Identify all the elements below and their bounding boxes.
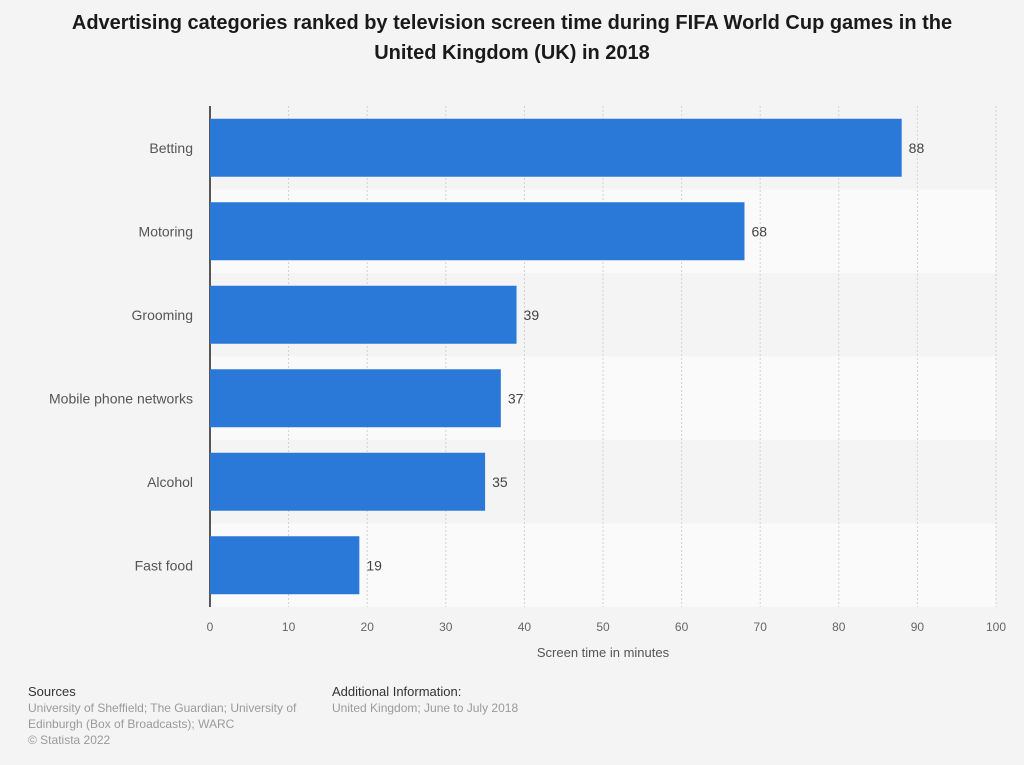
x-tick-label: 50 xyxy=(596,620,610,634)
x-tick-label: 60 xyxy=(675,620,689,634)
category-label: Grooming xyxy=(132,307,193,323)
data-label: 19 xyxy=(366,557,382,573)
sources-heading: Sources xyxy=(28,684,76,699)
bar[interactable] xyxy=(210,452,486,511)
bar[interactable] xyxy=(210,536,360,595)
category-label: Alcohol xyxy=(147,474,193,490)
bar-chart: 0 10 20 30 40 50 60 70 80 90 100 Betting 88 Motoring 6… xyxy=(49,106,1006,660)
additional-info-heading: Additional Information: xyxy=(332,684,462,699)
labels: 0 10 20 30 40 50 60 70 80 90 100 Betting 88 Motoring 6… xyxy=(49,140,1006,660)
x-tick-label: 20 xyxy=(361,620,375,634)
additional-info-block: Additional Information: United Kingdom; … xyxy=(332,684,592,716)
x-tick-label: 10 xyxy=(282,620,296,634)
x-tick-label: 90 xyxy=(911,620,925,634)
bars xyxy=(210,118,902,595)
bar[interactable] xyxy=(210,202,745,261)
sources-block: Sources University of Sheffield; The Gua… xyxy=(28,684,328,748)
additional-info-text: United Kingdom; June to July 2018 xyxy=(332,701,519,715)
x-tick-label: 70 xyxy=(754,620,768,634)
data-label: 39 xyxy=(524,307,540,323)
bar[interactable] xyxy=(210,369,501,428)
category-label: Mobile phone networks xyxy=(49,390,193,406)
bar[interactable] xyxy=(210,285,517,344)
gridlines xyxy=(209,106,997,607)
category-label: Betting xyxy=(149,140,193,156)
category-label: Fast food xyxy=(135,557,193,573)
category-label: Motoring xyxy=(139,223,193,239)
x-axis-title: Screen time in minutes xyxy=(537,645,670,660)
data-label: 88 xyxy=(909,140,925,156)
x-tick-label: 100 xyxy=(986,620,1006,634)
data-label: 35 xyxy=(492,474,508,490)
copyright: © Statista 2022 xyxy=(28,733,111,747)
data-label: 68 xyxy=(751,223,767,239)
x-tick-label: 30 xyxy=(439,620,453,634)
x-tick-label: 80 xyxy=(832,620,846,634)
bar[interactable] xyxy=(210,118,902,177)
chart-title: Advertising categories ranked by televis… xyxy=(71,12,953,64)
x-tick-label: 40 xyxy=(518,620,532,634)
data-label: 37 xyxy=(508,390,524,406)
sources-text: University of Sheffield; The Guardian; U… xyxy=(28,701,297,731)
x-tick-label: 0 xyxy=(207,620,214,634)
